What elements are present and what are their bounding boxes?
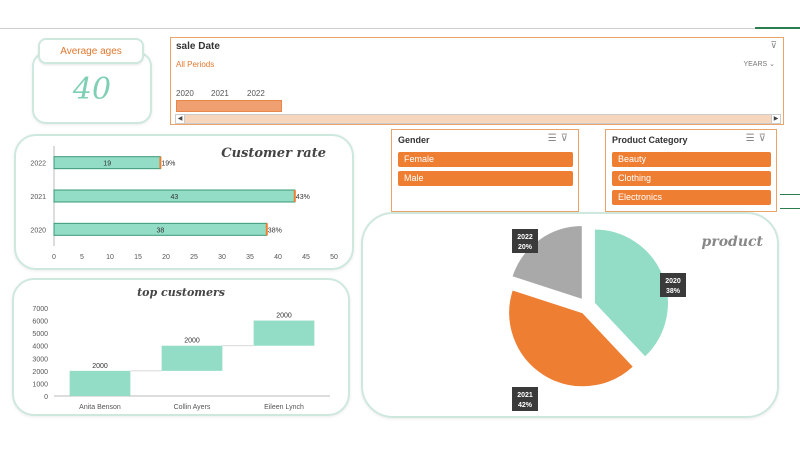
pie-slice — [508, 289, 635, 388]
y-tick-label: 1000 — [32, 381, 48, 388]
y-tick-label: 3000 — [32, 356, 48, 363]
multi-select-icon[interactable]: ☰ — [547, 133, 561, 144]
y-tick-label: 5000 — [32, 331, 48, 338]
timeline-year-label: 2020 — [176, 89, 194, 98]
y-tick-label: 7000 — [32, 306, 48, 313]
x-tick-label: 30 — [218, 254, 226, 261]
product-pie-chart: 2020 38% 2021 42% 2022 20% — [508, 225, 686, 411]
y-tick-label: 0 — [44, 394, 48, 401]
timeline-selection-bar[interactable] — [176, 100, 282, 112]
slice-label: 2021 — [517, 392, 533, 399]
sale-date-timeline[interactable]: sale Date ⊽ All Periods YEARS ⌄ 2020 202… — [170, 37, 784, 125]
clear-filter-icon[interactable]: ⊽ — [758, 133, 770, 144]
y-tick-label: 2022 — [30, 161, 46, 168]
top-customers-chart: 0 1000 2000 3000 4000 5000 6000 7000 2000 Anita B… — [32, 306, 330, 411]
timeline-scrollbar[interactable]: ◀ ▶ — [175, 114, 781, 124]
data-label: 2000 — [184, 338, 200, 345]
bar — [253, 320, 315, 346]
slicer-item-male[interactable]: Male — [398, 171, 573, 186]
x-tick-label: 0 — [52, 254, 56, 261]
bar — [69, 370, 131, 396]
slice-label: 2022 — [517, 234, 533, 241]
x-tick-label: 15 — [134, 254, 142, 261]
x-tick-label: 50 — [330, 254, 338, 261]
y-tick-label: 2020 — [30, 227, 46, 234]
percent-label: 19% — [161, 161, 175, 168]
clear-filter-icon[interactable]: ⊽ — [560, 133, 572, 144]
average-ages-value: 40 — [72, 72, 112, 107]
timeline-period: All Periods — [176, 60, 215, 69]
percent-label: 43% — [296, 194, 310, 201]
category-slicer-title: Product Category — [612, 135, 688, 145]
x-tick-label: 10 — [106, 254, 114, 261]
data-label-box — [512, 229, 538, 253]
data-label-box — [512, 387, 538, 411]
x-tick-label: 45 — [302, 254, 310, 261]
data-label: 2000 — [92, 363, 108, 370]
data-label: 38 — [157, 227, 165, 234]
customer-rate-chart: 0 5 10 15 20 25 30 35 40 45 50 2020 38 38% 2021 43 43% 20… — [30, 146, 338, 261]
x-tick-label: 25 — [190, 254, 198, 261]
scroll-left-icon[interactable]: ◀ — [175, 114, 185, 124]
x-tick-label: Anita Benson — [79, 404, 121, 411]
x-tick-label: 40 — [274, 254, 282, 261]
side-accent-line — [780, 208, 800, 209]
top-customers-title: top customers — [137, 286, 225, 299]
chevron-down-icon: ⌄ — [769, 61, 775, 68]
pie-slice — [511, 225, 583, 301]
slicer-toolbar: ☰⊽ — [548, 133, 572, 144]
bar-end-marker — [159, 156, 162, 169]
customer-rate-card: Customer rate 0 5 10 15 20 25 30 35 40 45 50 2020 38… — [14, 134, 354, 270]
product-title: product — [701, 234, 763, 250]
slicer-item-female[interactable]: Female — [398, 152, 573, 167]
y-tick-label: 6000 — [32, 319, 48, 326]
clear-filter-icon[interactable]: ⊽ — [770, 40, 777, 50]
y-tick-label: 2000 — [32, 369, 48, 376]
timeline-year-label: 2022 — [247, 89, 265, 98]
slice-label: 2020 — [665, 278, 681, 285]
bar-end-marker — [265, 223, 268, 236]
x-tick-label: 35 — [246, 254, 254, 261]
slicer-item-electronics[interactable]: Electronics — [612, 190, 771, 205]
data-label-box — [660, 273, 686, 297]
average-ages-label: Average ages — [38, 38, 144, 64]
x-tick-label: Eileen Lynch — [264, 404, 304, 411]
gender-slicer: Gender ☰⊽ Female Male — [391, 129, 579, 212]
bar — [161, 345, 223, 371]
data-label: 2000 — [276, 313, 292, 320]
side-accent-line — [780, 194, 800, 195]
top-customers-card: top customers 0 1000 2000 3000 4000 5000 6000 7… — [12, 278, 350, 416]
data-label: 19 — [103, 161, 111, 168]
percent-label: 20% — [518, 244, 533, 251]
x-tick-label: Collin Ayers — [174, 404, 211, 411]
bar-end-marker — [293, 190, 296, 202]
product-card: product 2020 38% 2021 42% 2022 20% — [361, 212, 779, 418]
timeline-unit-dropdown[interactable]: YEARS ⌄ — [743, 60, 775, 68]
top-divider — [0, 28, 800, 29]
customer-rate-title: Customer rate — [221, 146, 326, 161]
slicer-item-clothing[interactable]: Clothing — [612, 171, 771, 186]
scroll-right-icon[interactable]: ▶ — [771, 114, 781, 124]
slicer-item-beauty[interactable]: Beauty — [612, 152, 771, 167]
data-label: 43 — [171, 194, 179, 201]
percent-label: 38% — [268, 227, 282, 234]
x-tick-label: 5 — [80, 254, 84, 261]
timeline-year-label: 2021 — [211, 89, 229, 98]
product-category-slicer: Product Category ☰⊽ Beauty Clothing Elec… — [605, 129, 777, 212]
top-accent-line — [755, 27, 800, 29]
percent-label: 42% — [518, 402, 533, 409]
timeline-unit: YEARS — [743, 61, 768, 68]
y-tick-label: 4000 — [32, 344, 48, 351]
timeline-title: sale Date — [176, 41, 220, 52]
x-tick-label: 20 — [162, 254, 170, 261]
multi-select-icon[interactable]: ☰ — [745, 133, 759, 144]
y-tick-label: 2021 — [30, 194, 46, 201]
slicer-toolbar: ☰⊽ — [746, 133, 770, 144]
gender-slicer-title: Gender — [398, 135, 430, 145]
percent-label: 38% — [666, 288, 681, 295]
